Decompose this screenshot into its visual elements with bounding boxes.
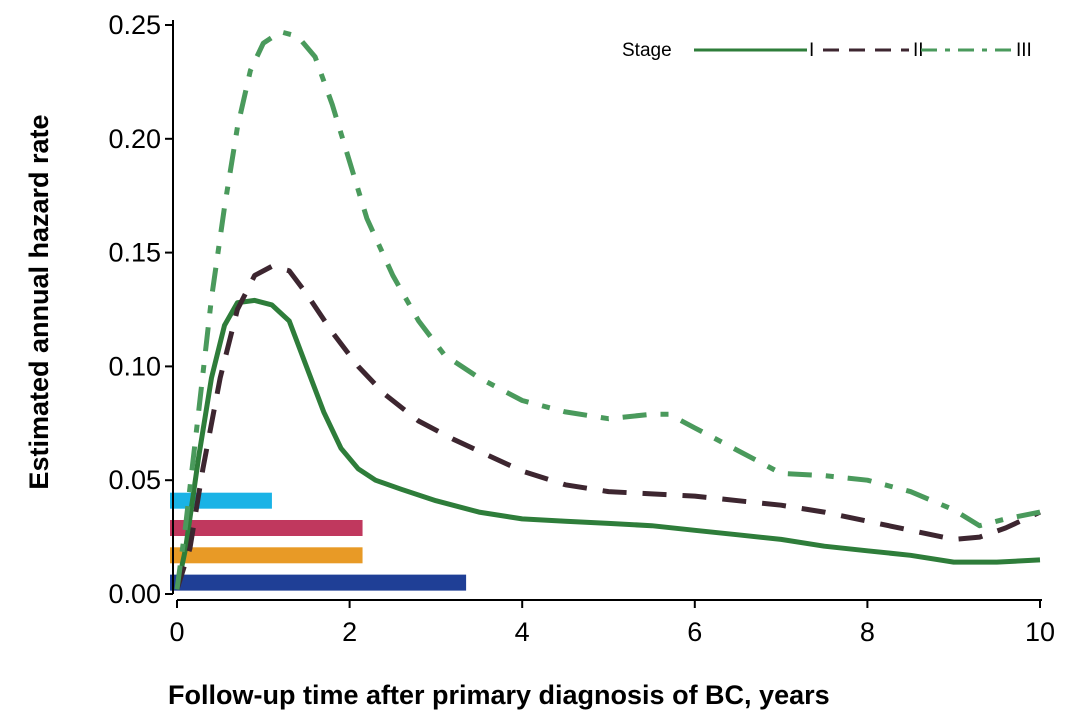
x-axis-title: Follow-up time after primary diagnosis o… bbox=[168, 680, 830, 710]
series-line-stage-II bbox=[174, 263, 1042, 591]
plot-marks bbox=[170, 29, 1042, 591]
x-tick-label: 10 bbox=[1025, 617, 1055, 647]
y-axis-title: Estimated annual hazard rate bbox=[24, 114, 54, 489]
highlight-bar-3 bbox=[170, 547, 363, 564]
y-tick-label: 0.05 bbox=[108, 465, 161, 495]
y-tick-label: 0.10 bbox=[108, 351, 161, 381]
highlight-bar-1 bbox=[170, 492, 272, 509]
legend-label-stage-II: II bbox=[913, 40, 924, 61]
x-tick-label: 6 bbox=[687, 617, 702, 647]
series-line-stage-III bbox=[174, 29, 1041, 590]
legend-title: Stage bbox=[622, 40, 672, 61]
legend-label-stage-I: I bbox=[809, 40, 814, 61]
x-tick-label: 2 bbox=[342, 617, 357, 647]
y-tick-label: 0.25 bbox=[108, 10, 161, 40]
x-tick-label: 4 bbox=[515, 617, 530, 647]
x-tick-label: 0 bbox=[169, 617, 184, 647]
legend-label-stage-III: III bbox=[1016, 40, 1032, 61]
x-tick-label: 8 bbox=[860, 617, 875, 647]
y-tick-label: 0.15 bbox=[108, 238, 161, 268]
legend: Stage I II III bbox=[622, 40, 1032, 61]
y-tick-label: 0.20 bbox=[108, 124, 161, 154]
y-tick-label: 0.00 bbox=[108, 579, 161, 609]
axes: 0.00 0.05 0.10 0.15 0.20 0.25 0 2 4 6 8 10 bbox=[108, 10, 1055, 647]
series-line-stage-I bbox=[174, 297, 1041, 590]
highlight-bar-2 bbox=[170, 519, 363, 536]
highlight-bar-4 bbox=[170, 574, 467, 591]
